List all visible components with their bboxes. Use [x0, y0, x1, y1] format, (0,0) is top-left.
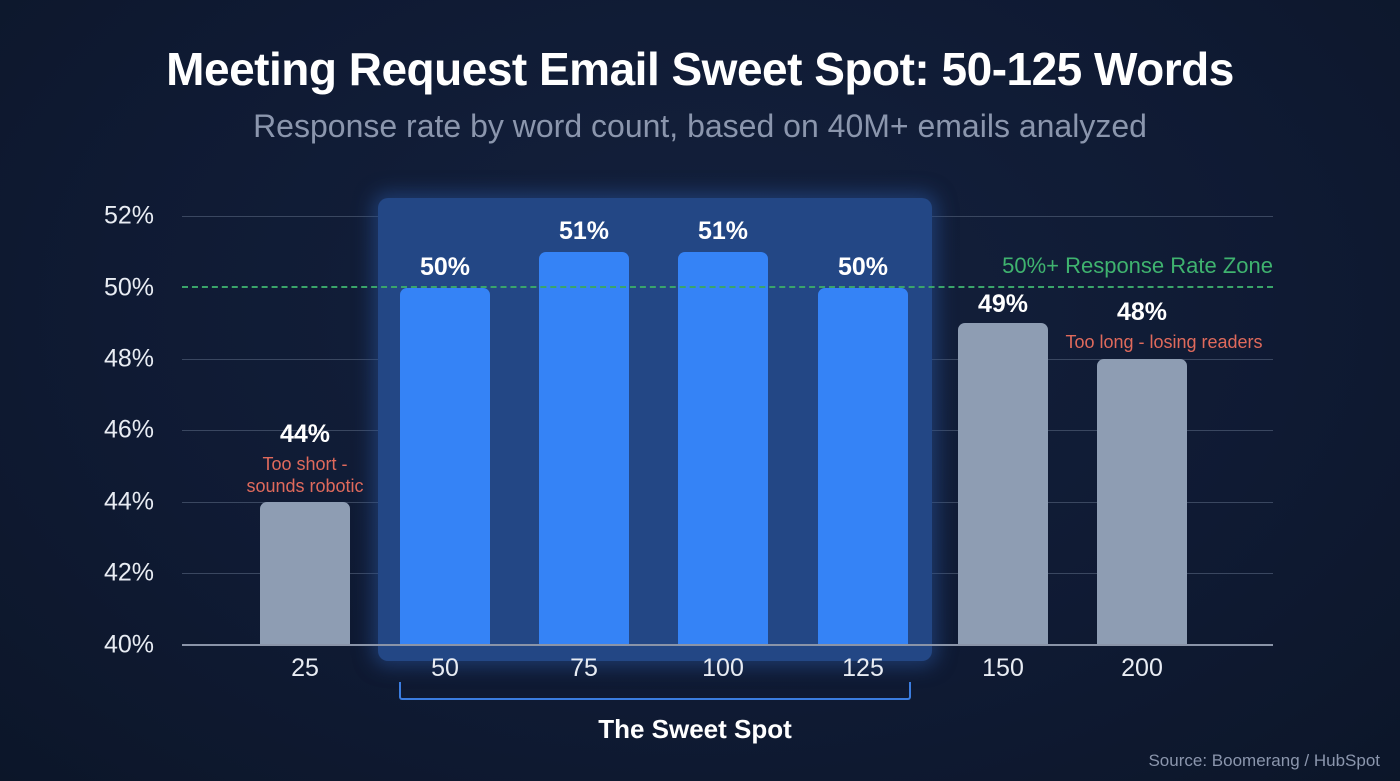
annotation-too-short: Too short - sounds robotic — [246, 453, 363, 497]
x-tick-label: 100 — [702, 654, 744, 682]
y-tick-label: 52% — [104, 201, 155, 230]
bar-value-label: 50% — [419, 253, 471, 281]
x-tick-label: 50 — [431, 654, 459, 682]
source-note: Source: Boomerang / HubSpot — [1148, 751, 1380, 770]
annotation-line: sounds robotic — [246, 476, 364, 496]
bar-value-label: 49% — [977, 290, 1029, 318]
sweet-spot-bracket — [399, 682, 911, 700]
x-tick-label: 125 — [842, 654, 884, 682]
sweet-spot-label-text: The Sweet Spot — [598, 714, 792, 744]
sweet-spot-label: The Sweet Spot — [0, 714, 1400, 745]
y-tick-label: 44% — [104, 487, 155, 516]
x-tick-label: 75 — [570, 654, 598, 682]
bar-75 — [539, 252, 629, 645]
x-tick-label: 150 — [982, 654, 1024, 682]
annotation-too-long: Too long - losing readers — [1065, 331, 1262, 353]
threshold-label: 50%+ Response Rate Zone — [1002, 253, 1273, 278]
bar-value-label: 51% — [697, 217, 749, 245]
x-axis-line — [182, 644, 1273, 646]
x-tick-label: 200 — [1121, 654, 1163, 682]
y-tick-label: 42% — [104, 558, 155, 587]
y-tick-label: 50% — [104, 273, 155, 302]
bar-value-label: 48% — [1116, 298, 1168, 326]
bar-value-label: 50% — [837, 253, 889, 281]
bar-100 — [678, 252, 768, 645]
threshold-line — [182, 286, 1273, 288]
annotation-line: Too long - losing readers — [1065, 332, 1263, 352]
bar-125 — [818, 288, 908, 645]
chart-title: Meeting Request Email Sweet Spot: 50-125… — [166, 43, 1234, 95]
bar-50 — [400, 288, 490, 645]
y-tick-label: 46% — [104, 415, 155, 444]
bar-value-label: 51% — [558, 217, 610, 245]
bar-value-label: 44% — [279, 420, 331, 448]
x-tick-label: 25 — [291, 654, 319, 682]
y-tick-label: 40% — [104, 630, 155, 659]
bar-200 — [1097, 359, 1187, 645]
bar-150 — [958, 323, 1048, 645]
bar-25 — [260, 502, 350, 645]
annotation-line: Too short - — [262, 454, 348, 474]
chart-subtitle: Response rate by word count, based on 40… — [253, 108, 1147, 144]
y-tick-label: 48% — [104, 344, 155, 373]
